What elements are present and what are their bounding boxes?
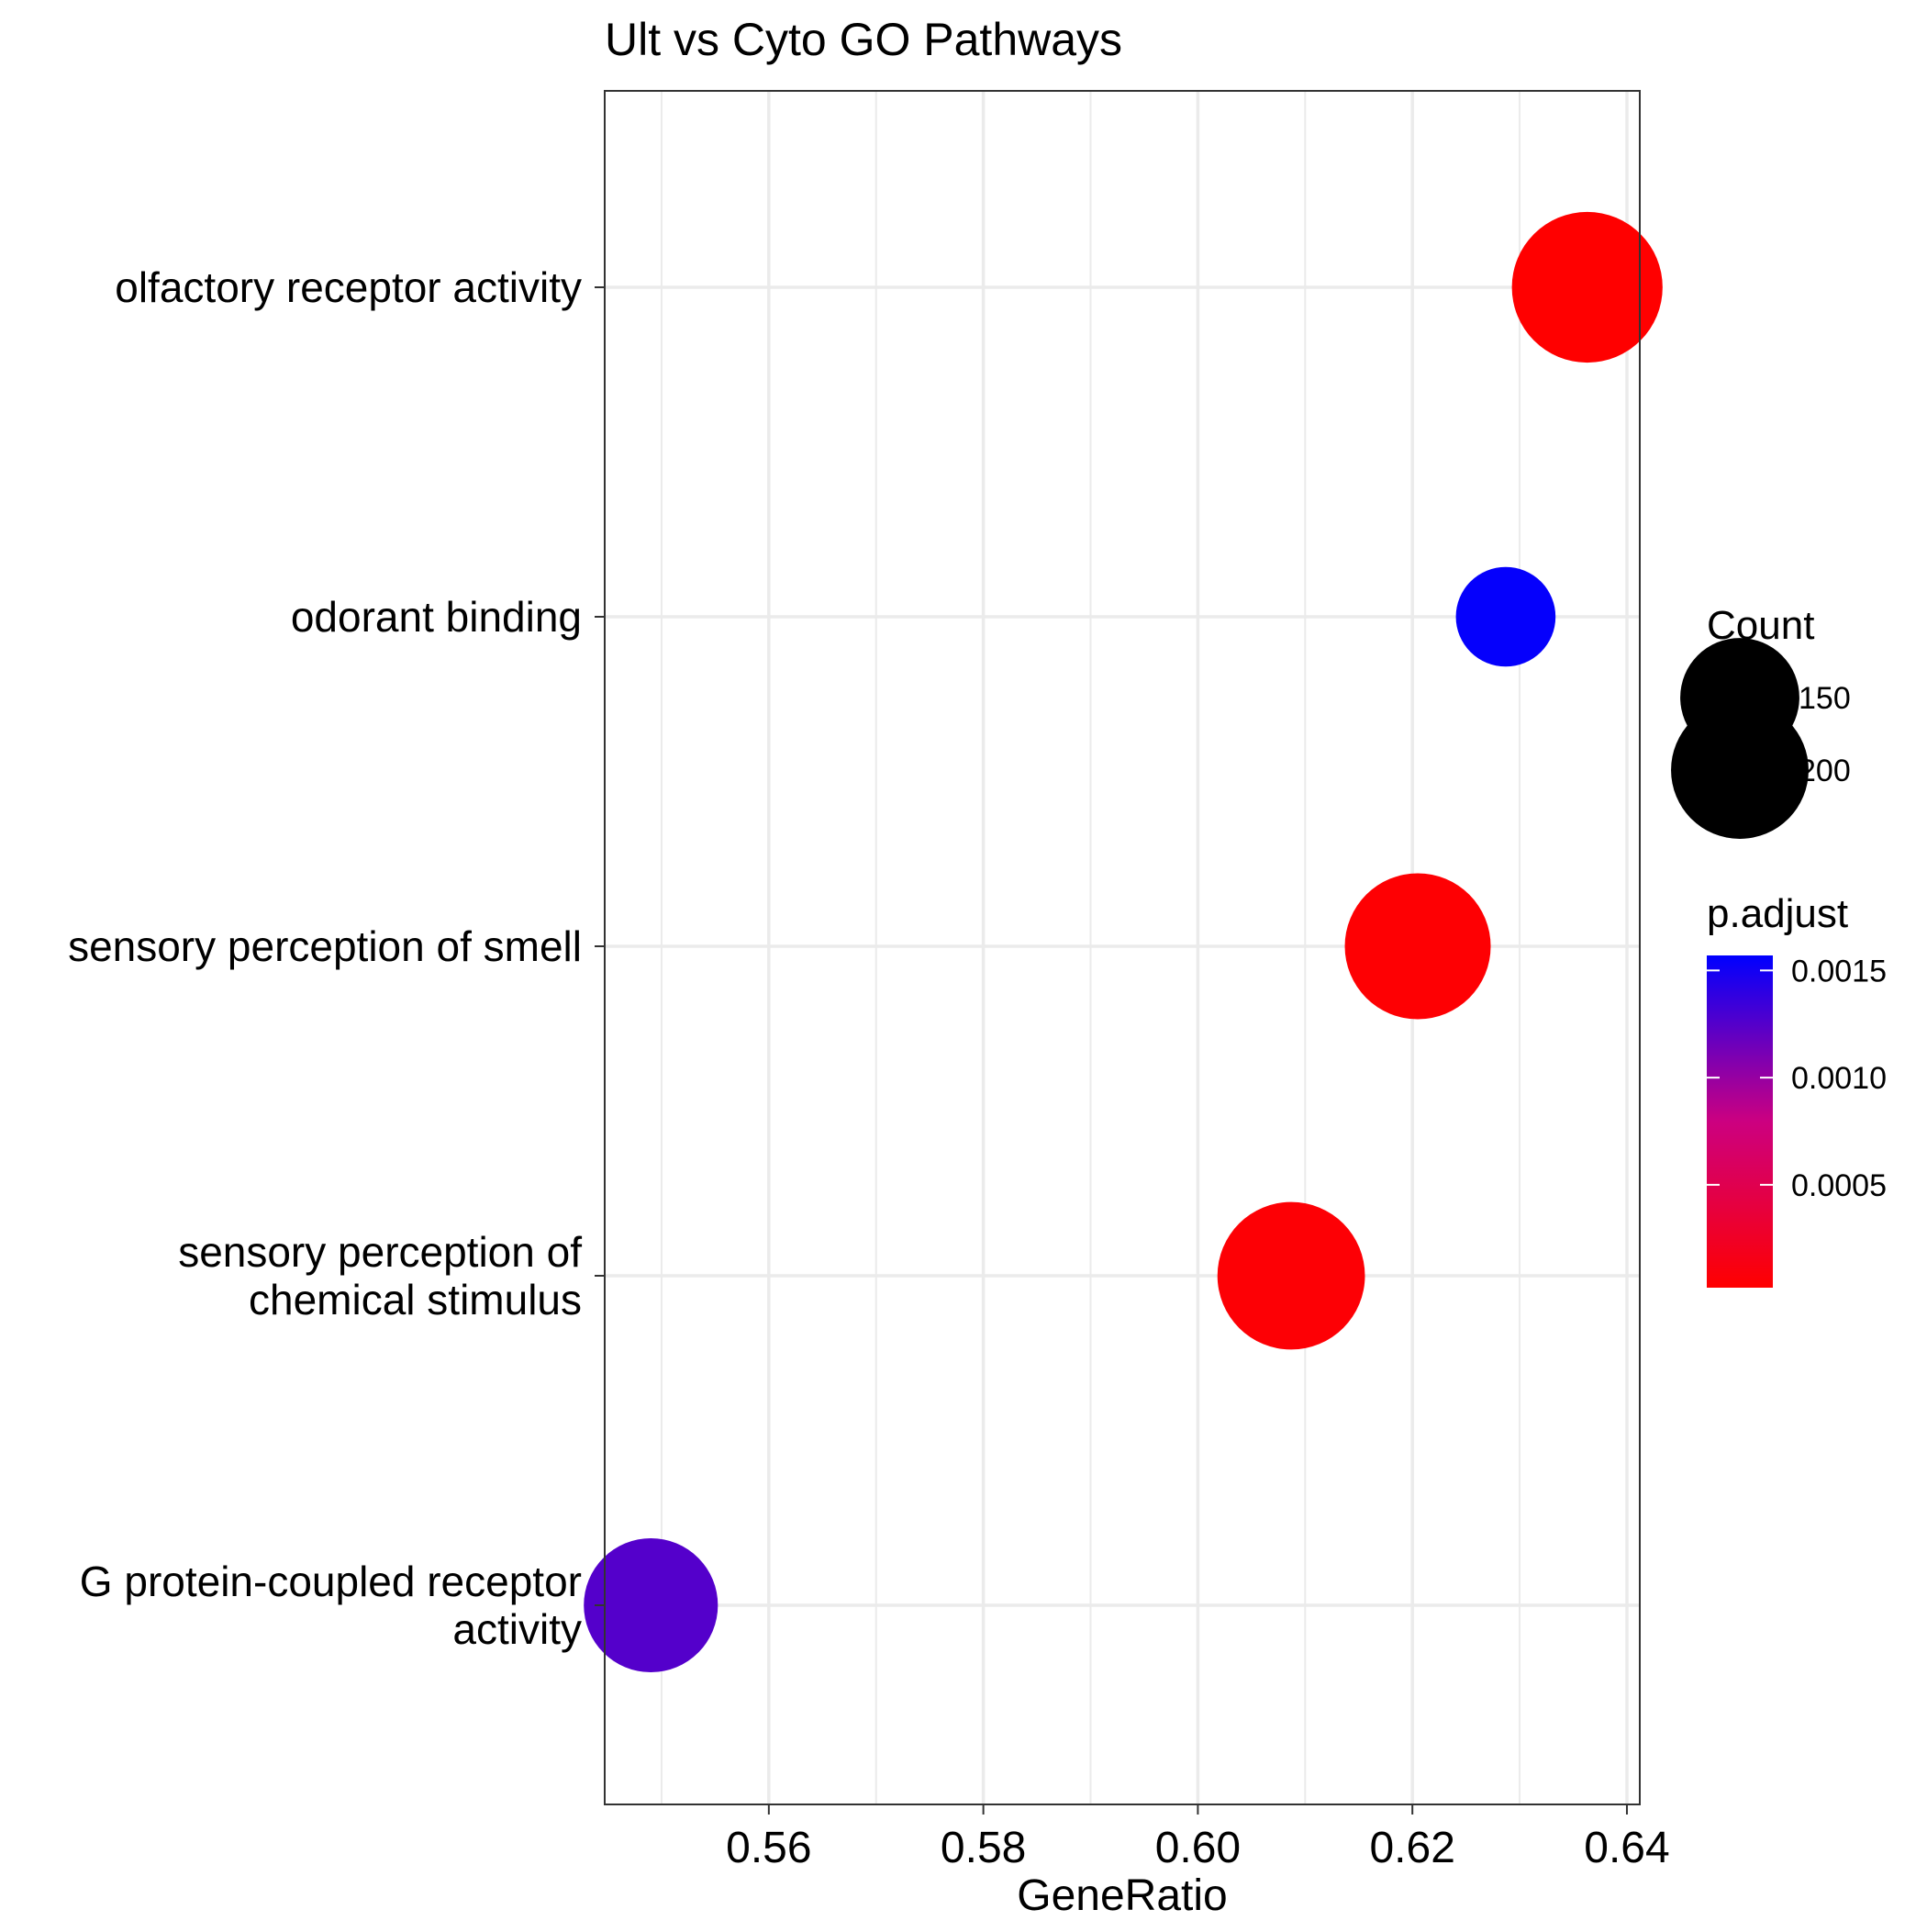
color-legend-label: 0.0015: [1791, 954, 1887, 988]
x-tick-label: 0.62: [1369, 1824, 1454, 1872]
size-legend-label: 150: [1799, 681, 1851, 716]
x-tick-label: 0.60: [1155, 1824, 1241, 1872]
y-tick-label: odorant binding: [291, 593, 582, 641]
color-legend-label: 0.0010: [1791, 1061, 1887, 1096]
size-legend-label: 200: [1799, 754, 1851, 788]
data-point: [584, 1537, 718, 1673]
x-tick-label: 0.58: [941, 1824, 1026, 1872]
y-tick-label: sensory perception of smell: [68, 922, 582, 970]
plot-panel-border: [604, 90, 1641, 1805]
chart-title: Ult vs Cyto GO Pathways: [605, 14, 1122, 65]
x-axis: 0.56 0.58 0.60 0.62 0.64: [726, 1804, 1670, 1872]
y-tick-label: sensory perception of chemical stimulus: [178, 1228, 582, 1323]
y-tick-label: G protein-coupled receptor activity: [80, 1558, 582, 1653]
y-axis: olfactory receptor activity odorant bindi…: [68, 263, 605, 1653]
color-legend-title: p.adjust: [1707, 891, 1848, 936]
data-points: [584, 211, 1663, 1673]
color-legend: p.adjust 0.0005 0.0010 0.0015: [1707, 891, 1887, 1288]
x-tick-label: 0.56: [726, 1824, 811, 1872]
x-axis-title: GeneRatio: [1017, 1871, 1227, 1920]
y-tick-label: olfactory receptor activity: [115, 263, 582, 311]
color-legend-label: 0.0005: [1791, 1168, 1887, 1203]
data-point: [1217, 1201, 1365, 1350]
size-legend-key: [1671, 701, 1809, 839]
x-tick-label: 0.64: [1584, 1824, 1669, 1872]
data-point: [1511, 211, 1663, 363]
color-legend-bar: [1707, 955, 1773, 1288]
data-point: [1344, 873, 1491, 1020]
data-point: [1455, 566, 1556, 667]
